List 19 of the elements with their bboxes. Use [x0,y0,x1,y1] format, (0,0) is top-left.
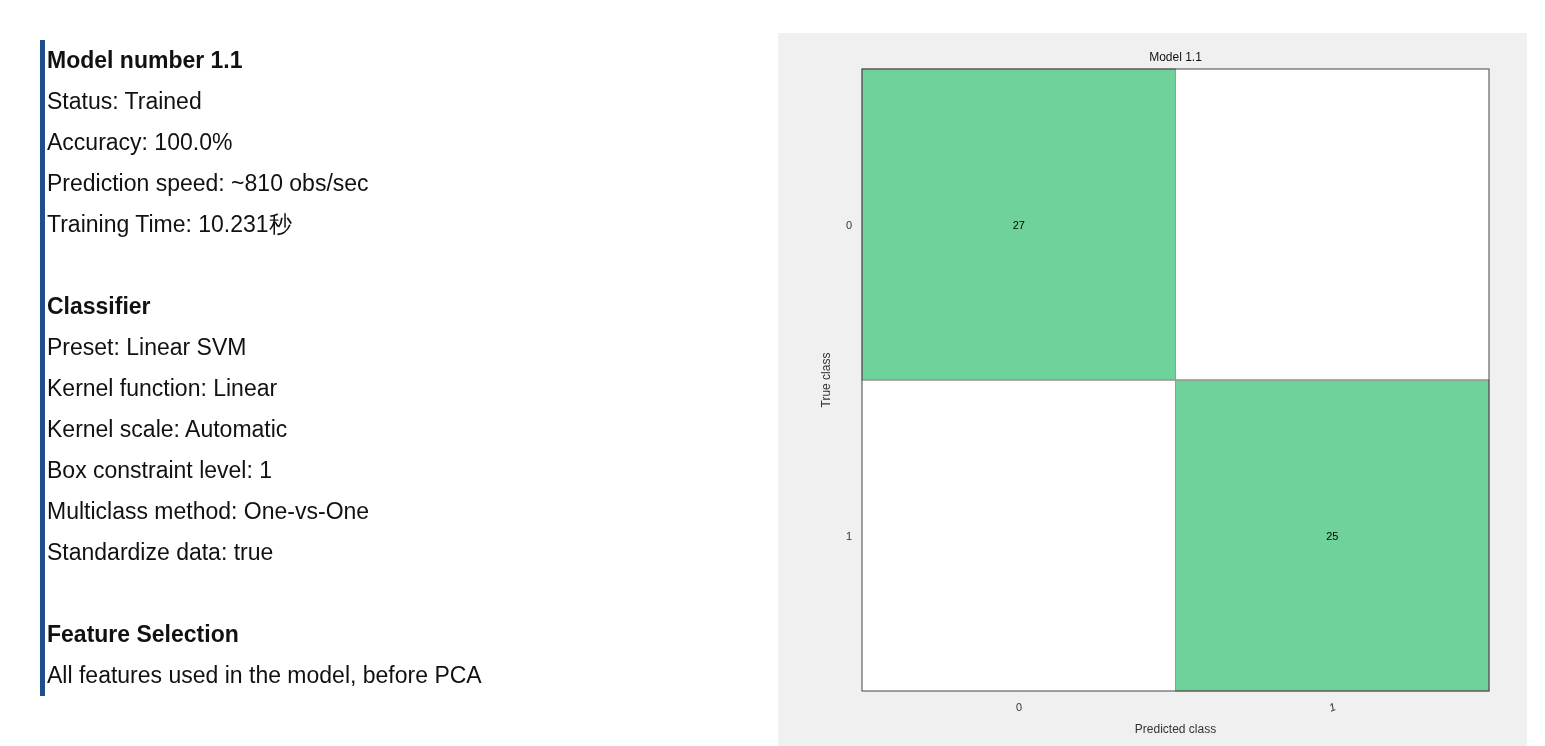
text: Preset: Linear SVM [47,333,248,362]
text: Prediction speed: ~810 obs/sec [47,169,370,198]
text: Classifier [47,292,152,321]
text: Kernel function: Linear [47,374,279,403]
data-label: 25 [1326,529,1339,542]
data-label: 27 [1012,218,1025,231]
text: Accuracy: 100.0% [47,128,234,157]
text: Multiclass method: One-vs-One [47,497,371,526]
text: Box constraint level: 1 [47,456,273,485]
text: Training Time: 10.231秒 [47,210,293,239]
text: Standardize data: true [47,538,275,567]
x-axis-title: Predicted class [1134,722,1217,736]
text: Status: Trained [47,87,203,116]
chart-title: Model 1.1 [1149,50,1203,64]
text: Model number 1.1 [47,46,244,75]
text: Kernel scale: Automatic [47,415,289,444]
text: Feature Selection [47,620,240,649]
text: All features used in the model, before PCA [47,661,482,690]
y-axis-title: True class [819,352,833,408]
